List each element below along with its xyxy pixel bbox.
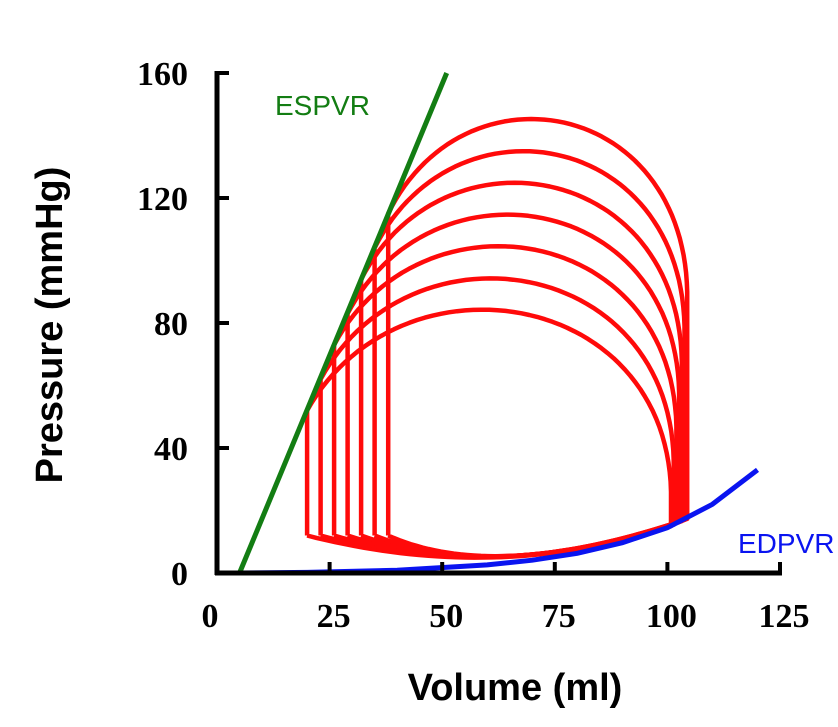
pv-loop-7: [385, 116, 690, 559]
espvr-line: [237, 72, 450, 574]
x-tick-label: 0: [202, 598, 219, 635]
pv-loops: [304, 116, 690, 560]
x-tick-label: 125: [759, 598, 810, 635]
y-tick-label: 120: [137, 181, 188, 218]
y-tick-label: 0: [171, 556, 188, 593]
x-tick-label: 100: [646, 598, 697, 635]
pv-loop-3: [331, 243, 679, 560]
y-tick-label: 40: [154, 431, 188, 468]
y-axis-label: Pressure (mmHg): [29, 167, 71, 484]
y-tick-label: 160: [137, 56, 188, 93]
x-tick-label: 75: [542, 598, 576, 635]
x-axis-label: Volume (ml): [408, 667, 623, 709]
espvr-label: ESPVR: [275, 90, 370, 121]
x-tick-label: 25: [317, 598, 351, 635]
x-tick-label: 50: [429, 598, 463, 635]
pv-loop-4: [345, 212, 682, 560]
axes: 0 25 50 75 100 125 0 40 80 120 160: [137, 56, 810, 635]
edpvr-label: EDPVR: [738, 528, 834, 559]
y-tick-label: 80: [154, 306, 188, 343]
pv-loop-5: [358, 180, 685, 559]
